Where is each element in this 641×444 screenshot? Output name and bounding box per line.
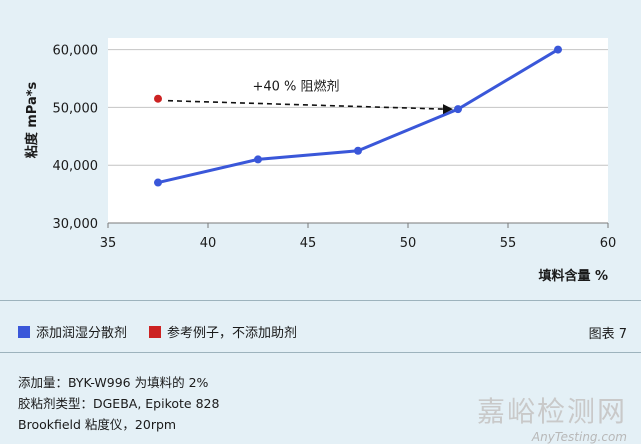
y-tick-label: 30,000 <box>53 217 99 232</box>
x-tick-label: 40 <box>200 236 217 251</box>
legend-swatch-red <box>149 325 162 338</box>
x-tick-labels: 35 40 45 50 55 60 <box>100 236 617 251</box>
legend-label: 参考例子，不添加助剂 <box>167 326 298 341</box>
note-line: 添加量：BYK-W996 为填料的 2% <box>18 375 209 390</box>
x-tick-label: 35 <box>100 236 117 251</box>
annotation-arrowhead <box>443 104 453 115</box>
y-tick-label: 50,000 <box>53 101 99 116</box>
watermark-cn: 嘉峪检测网 <box>476 395 627 428</box>
legend-label: 添加润湿分散剂 <box>36 326 128 341</box>
x-tick-label: 60 <box>600 236 617 251</box>
legend-item-series-1: 添加润湿分散剂 <box>18 322 127 341</box>
x-tick-label: 50 <box>400 236 417 251</box>
annotation-label: +40 % 阻燃剂 <box>252 79 339 95</box>
series-1-point <box>554 45 562 54</box>
top-separator <box>0 300 641 301</box>
legend-item-series-2: 参考例子，不添加助剂 <box>149 322 297 341</box>
y-tick-label: 40,000 <box>53 159 99 174</box>
viscosity-chart: 30,000 40,000 50,000 60,000 35 40 45 50 55 60 +4… <box>24 38 617 284</box>
x-tick-label: 45 <box>300 236 317 251</box>
note-line: 胶粘剂类型：DGEBA, Epikote 828 <box>18 396 220 411</box>
y-tick-labels: 30,000 40,000 50,000 60,000 <box>53 44 99 232</box>
figure-label: 图表 7 <box>588 327 627 342</box>
y-axis-label: 粘度 mPa*s <box>24 81 40 159</box>
legend-swatch-blue <box>18 325 30 338</box>
series-1-point <box>354 146 362 155</box>
x-axis-label: 填料含量 % <box>538 268 608 284</box>
bottom-separator <box>0 352 641 353</box>
annotation-layer: +40 % 阻燃剂 <box>167 79 453 115</box>
series-layer <box>154 45 562 187</box>
series-1-point <box>254 155 262 164</box>
series-1-point <box>154 178 162 187</box>
watermark-en: AnyTesting.com <box>531 430 627 444</box>
series-1-point <box>454 105 462 114</box>
x-tick-label: 55 <box>500 236 517 251</box>
legend: 添加润湿分散剂 参考例子，不添加助剂 <box>18 322 319 341</box>
note-line: Brookfield 粘度仪，20rpm <box>18 417 177 432</box>
gridlines <box>107 49 609 228</box>
y-tick-label: 60,000 <box>53 44 99 59</box>
annotation-dashed-line <box>167 99 445 110</box>
notes: 添加量：BYK-W996 为填料的 2% 胶粘剂类型：DGEBA, Epikot… <box>18 372 219 435</box>
series-2-point <box>154 94 162 103</box>
watermark: 嘉峪检测网 AnyTesting.com <box>477 390 627 444</box>
